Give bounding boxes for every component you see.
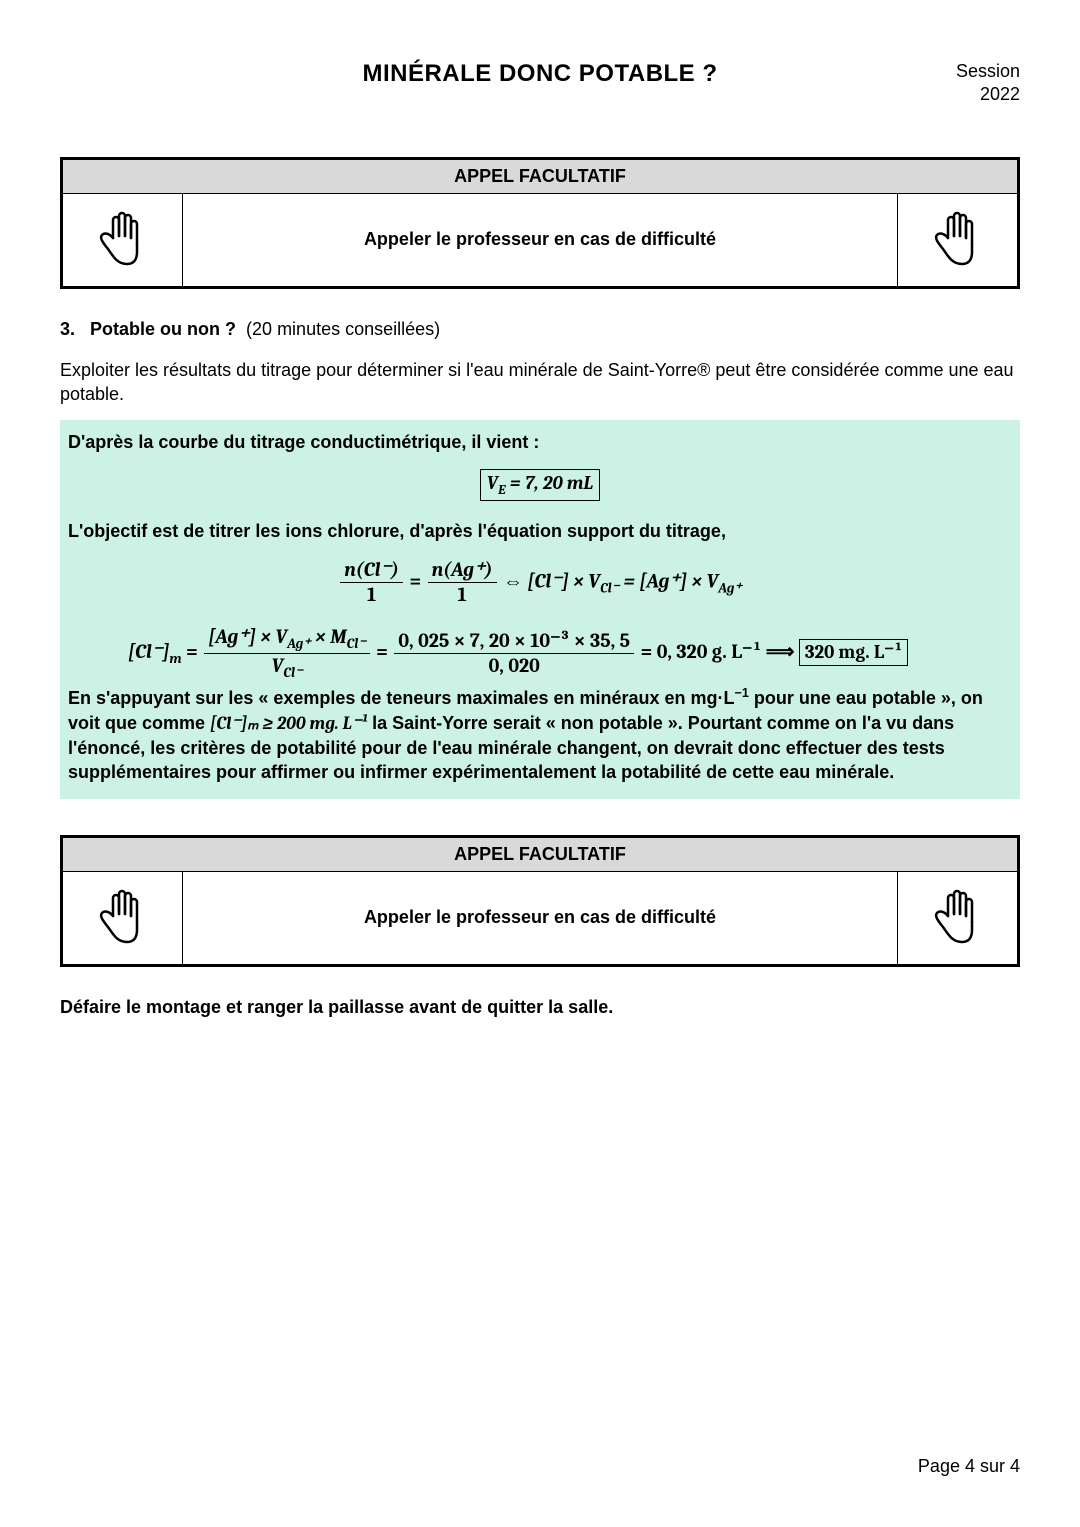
question-3-heading: 3. Potable ou non ? (20 minutes conseill…: [60, 319, 1020, 340]
answer-line1: D'après la courbe du titrage conductimét…: [68, 430, 1012, 454]
page-number: Page 4 sur 4: [918, 1456, 1020, 1477]
hand-icon-right-1: [897, 194, 1017, 286]
session-info: Session 2022: [900, 60, 1020, 107]
session-label: Session: [956, 61, 1020, 81]
appel-text-1: Appeler le professeur en cas de difficul…: [183, 194, 897, 286]
hand-icon-left-1: [63, 194, 183, 286]
appel-text-2: Appeler le professeur en cas de difficul…: [183, 872, 897, 964]
session-year: 2022: [980, 84, 1020, 104]
footer-instruction: Défaire le montage et ranger la paillass…: [60, 997, 1020, 1018]
answer-conclusion: En s'appuyant sur les « exemples de tene…: [68, 685, 1012, 784]
answer-block: D'après la courbe du titrage conductimét…: [60, 420, 1020, 798]
page-title: MINÉRALE DONC POTABLE ?: [180, 60, 900, 88]
page-header: MINÉRALE DONC POTABLE ? Session 2022: [60, 60, 1020, 107]
appel-box-1: APPEL FACULTATIF Appeler le professeur e…: [60, 157, 1020, 289]
q3-prompt: Exploiter les résultats du titrage pour …: [60, 358, 1020, 407]
q3-time: (20 minutes conseillées): [246, 319, 440, 339]
hand-icon: [91, 208, 155, 272]
appel-header-2: APPEL FACULTATIF: [63, 838, 1017, 872]
answer-line2: L'objectif est de titrer les ions chloru…: [68, 519, 1012, 543]
hand-icon: [91, 886, 155, 950]
hand-icon: [926, 208, 990, 272]
equation-2: [Cl⁻]m = [Ag⁺] × VAg⁺ × MCl⁻ VCl⁻ = 0, 0…: [68, 625, 1012, 682]
appel-box-2: APPEL FACULTATIF Appeler le professeur e…: [60, 835, 1020, 967]
hand-icon-left-2: [63, 872, 183, 964]
boxed-ve: VE = 7, 20 mL: [68, 469, 1012, 502]
q3-number: 3.: [60, 319, 75, 339]
q3-title: Potable ou non ?: [90, 319, 236, 339]
equation-1: n(Cl⁻) 1 = n(Ag⁺) 1 ⇔ [Cl⁻] × VCl⁻ = [Ag…: [68, 558, 1012, 607]
hand-icon: [926, 886, 990, 950]
appel-header-1: APPEL FACULTATIF: [63, 160, 1017, 194]
hand-icon-right-2: [897, 872, 1017, 964]
